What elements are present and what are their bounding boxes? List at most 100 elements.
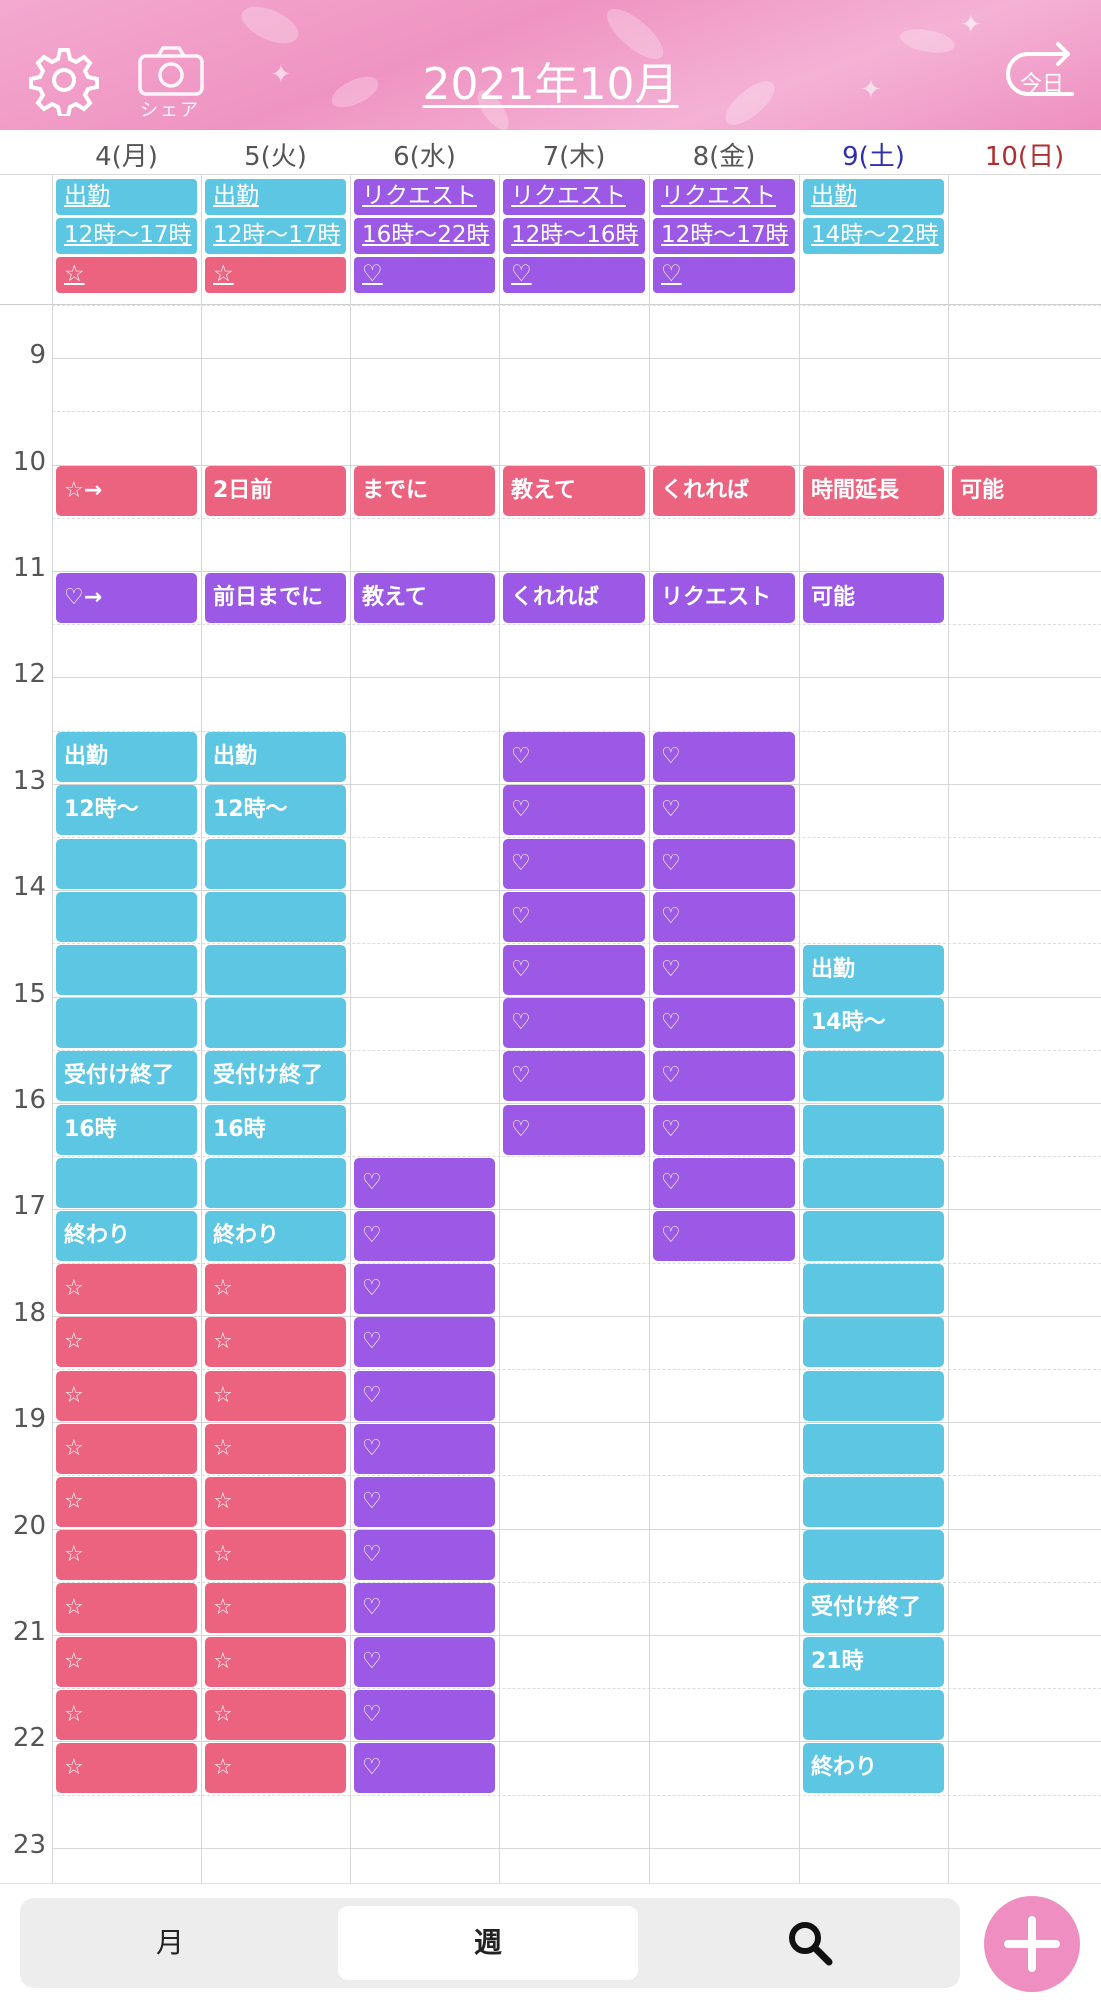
event-block[interactable] xyxy=(803,1317,944,1368)
event-block[interactable]: ♡ xyxy=(653,732,795,783)
day-label[interactable]: 6(水) xyxy=(393,142,456,172)
event-block[interactable]: 出勤 xyxy=(803,944,944,995)
event-block[interactable]: ☆ xyxy=(205,1583,346,1634)
all-day-event[interactable]: 出勤 xyxy=(205,179,346,215)
day-label[interactable]: 9(土) xyxy=(842,142,905,172)
event-block[interactable]: ♡ xyxy=(503,1104,645,1155)
event-block[interactable]: ♡ xyxy=(354,1264,495,1315)
event-block[interactable]: ☆ xyxy=(56,1742,197,1793)
event-block[interactable]: 可能 xyxy=(952,466,1097,517)
event-block[interactable]: ☆ xyxy=(205,1636,346,1687)
event-block[interactable]: までに xyxy=(354,466,495,517)
all-day-event[interactable]: 14時〜22時 xyxy=(803,218,944,254)
event-block[interactable]: ♡ xyxy=(653,1051,795,1102)
event-block[interactable] xyxy=(803,1370,944,1421)
all-day-event[interactable]: 12時〜16時 xyxy=(503,218,645,254)
event-block[interactable]: ♡ xyxy=(354,1317,495,1368)
today-button[interactable]: 今日 xyxy=(1002,40,1082,116)
event-block[interactable]: ☆ xyxy=(56,1689,197,1740)
event-block[interactable]: ☆ xyxy=(56,1476,197,1527)
all-day-event[interactable]: ☆ xyxy=(205,257,346,293)
share-button[interactable]: シェア xyxy=(136,44,216,124)
day-label[interactable]: 5(火) xyxy=(244,142,307,172)
event-block[interactable]: 教えて xyxy=(354,572,495,623)
all-day-event[interactable]: ♡ xyxy=(653,257,795,293)
event-block[interactable]: 前日までに xyxy=(205,572,346,623)
event-block[interactable]: ☆ xyxy=(56,1317,197,1368)
event-block[interactable] xyxy=(205,944,346,995)
event-block[interactable]: ♡→ xyxy=(56,572,197,623)
event-block[interactable]: ♡ xyxy=(503,1051,645,1102)
settings-button[interactable] xyxy=(28,44,100,118)
event-block[interactable] xyxy=(803,1689,944,1740)
event-block[interactable] xyxy=(803,1423,944,1474)
event-block[interactable]: ♡ xyxy=(503,785,645,836)
event-block[interactable]: 出勤 xyxy=(56,732,197,783)
event-block[interactable]: 21時 xyxy=(803,1636,944,1687)
event-block[interactable]: くれれば xyxy=(503,572,645,623)
event-block[interactable]: ♡ xyxy=(653,1157,795,1208)
event-block[interactable]: ♡ xyxy=(503,838,645,889)
tab-month[interactable]: 月 xyxy=(155,1926,184,1959)
event-block[interactable]: 教えて xyxy=(503,466,645,517)
event-block[interactable]: ♡ xyxy=(354,1157,495,1208)
add-event-button[interactable] xyxy=(984,1896,1080,1992)
event-block[interactable]: ♡ xyxy=(653,1104,795,1155)
event-block[interactable]: 終わり xyxy=(205,1210,346,1261)
event-block[interactable]: 12時〜 xyxy=(56,785,197,836)
event-block[interactable]: ♡ xyxy=(354,1742,495,1793)
event-block[interactable]: 16時 xyxy=(56,1104,197,1155)
event-block[interactable]: ♡ xyxy=(503,732,645,783)
event-block[interactable]: ♡ xyxy=(653,785,795,836)
event-block[interactable]: ♡ xyxy=(354,1370,495,1421)
event-block[interactable]: 終わり xyxy=(803,1742,944,1793)
all-day-event[interactable]: ♡ xyxy=(503,257,645,293)
event-block[interactable]: 受付け終了 xyxy=(803,1583,944,1634)
event-block[interactable]: 出勤 xyxy=(205,732,346,783)
event-block[interactable]: 終わり xyxy=(56,1210,197,1261)
event-block[interactable]: ☆→ xyxy=(56,466,197,517)
all-day-event[interactable]: リクエスト xyxy=(653,179,795,215)
event-block[interactable]: ♡ xyxy=(503,891,645,942)
event-block[interactable] xyxy=(205,998,346,1049)
event-block[interactable]: 16時 xyxy=(205,1104,346,1155)
event-block[interactable]: ♡ xyxy=(653,891,795,942)
day-label[interactable]: 7(木) xyxy=(542,142,606,172)
event-block[interactable]: ♡ xyxy=(354,1423,495,1474)
event-block[interactable]: くれれば xyxy=(653,466,795,517)
event-block[interactable]: ♡ xyxy=(503,944,645,995)
event-block[interactable] xyxy=(56,838,197,889)
event-block[interactable]: ♡ xyxy=(653,838,795,889)
event-block[interactable]: ☆ xyxy=(205,1317,346,1368)
event-block[interactable] xyxy=(205,838,346,889)
event-block[interactable]: ♡ xyxy=(503,998,645,1049)
all-day-event[interactable]: 出勤 xyxy=(803,179,944,215)
all-day-event[interactable]: リクエスト xyxy=(503,179,645,215)
month-title[interactable]: 2021年10月 xyxy=(422,59,679,110)
event-block[interactable]: 2日前 xyxy=(205,466,346,517)
event-block[interactable]: ☆ xyxy=(205,1370,346,1421)
event-block[interactable]: ♡ xyxy=(354,1689,495,1740)
all-day-event[interactable]: 12時〜17時 xyxy=(653,218,795,254)
day-label[interactable]: 10(日) xyxy=(984,142,1065,172)
event-block[interactable]: ☆ xyxy=(205,1264,346,1315)
event-block[interactable]: 12時〜 xyxy=(205,785,346,836)
event-block[interactable] xyxy=(56,1157,197,1208)
event-block[interactable]: ♡ xyxy=(354,1583,495,1634)
event-block[interactable]: 可能 xyxy=(803,572,944,623)
event-block[interactable]: ☆ xyxy=(56,1264,197,1315)
day-label[interactable]: 4(月) xyxy=(95,142,158,172)
event-block[interactable] xyxy=(56,998,197,1049)
event-block[interactable] xyxy=(803,1051,944,1102)
event-block[interactable]: ♡ xyxy=(354,1476,495,1527)
event-block[interactable] xyxy=(803,1210,944,1261)
event-block[interactable]: ☆ xyxy=(205,1742,346,1793)
event-block[interactable]: ♡ xyxy=(653,1210,795,1261)
event-block[interactable] xyxy=(803,1476,944,1527)
event-block[interactable]: ☆ xyxy=(205,1530,346,1581)
all-day-event[interactable]: 12時〜17時 xyxy=(56,218,197,254)
event-block[interactable]: 時間延長 xyxy=(803,466,944,517)
tab-search[interactable] xyxy=(660,1906,960,1980)
all-day-event[interactable]: リクエスト xyxy=(354,179,495,215)
event-block[interactable]: ♡ xyxy=(354,1210,495,1261)
